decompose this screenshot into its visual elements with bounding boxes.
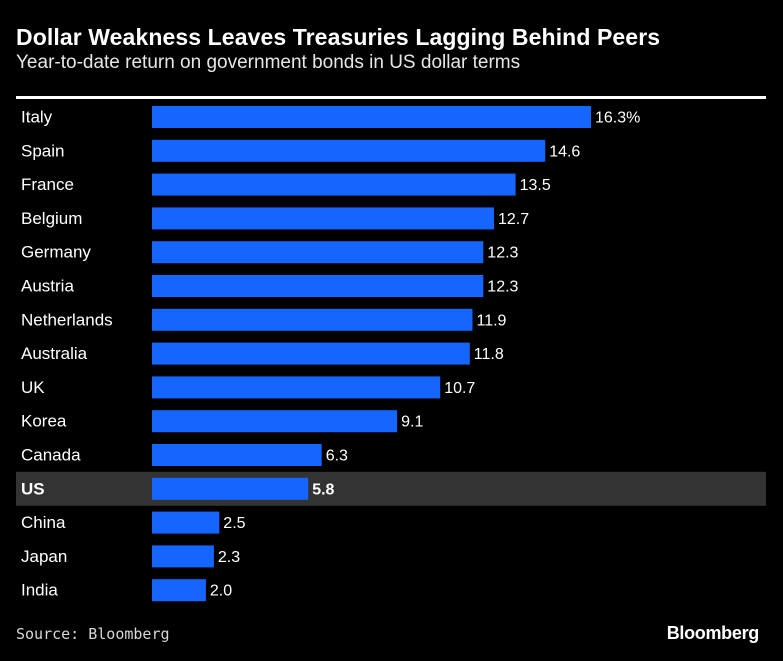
value-label-korea: 9.1: [401, 414, 423, 431]
bar-spain: [152, 139, 546, 162]
value-label-belgium: 12.7: [498, 211, 529, 228]
highlight-row-us: [16, 471, 766, 506]
category-label-netherlands: Netherlands: [21, 310, 113, 329]
bar-france: [152, 173, 516, 196]
category-label-france: France: [21, 175, 74, 194]
bar-belgium: [152, 207, 494, 230]
value-label-china: 2.5: [223, 515, 245, 532]
category-label-austria: Austria: [21, 277, 74, 296]
value-label-australia: 11.8: [474, 346, 504, 363]
chart-subtitle: Year-to-date return on government bonds …: [16, 52, 521, 73]
category-label-uk: UK: [21, 378, 45, 397]
category-label-us: US: [21, 479, 45, 498]
value-label-india: 2.0: [210, 583, 232, 600]
value-label-uk: 10.7: [444, 380, 475, 397]
category-label-australia: Australia: [21, 344, 88, 363]
bar-india: [152, 579, 206, 602]
chart-title: Dollar Weakness Leaves Treasuries Laggin…: [16, 24, 661, 50]
category-label-germany: Germany: [21, 243, 91, 262]
category-label-china: China: [21, 513, 66, 532]
value-label-japan: 2.3: [218, 549, 240, 566]
value-label-france: 13.5: [520, 177, 551, 194]
bar-canada: [152, 444, 322, 466]
category-label-canada: Canada: [21, 446, 81, 465]
bar-australia: [152, 342, 470, 365]
bar-japan: [152, 545, 214, 568]
category-label-belgium: Belgium: [21, 209, 82, 228]
category-label-italy: Italy: [21, 108, 53, 127]
bar-us: [152, 477, 309, 500]
value-label-germany: 12.3: [487, 245, 518, 262]
value-label-netherlands: 11.9: [477, 312, 507, 329]
category-label-spain: Spain: [21, 141, 64, 160]
bar-italy: [152, 106, 591, 128]
category-label-japan: Japan: [21, 547, 67, 566]
bloomberg-logo: Bloomberg: [666, 623, 760, 643]
bar-netherlands: [152, 308, 473, 331]
bar-germany: [152, 241, 484, 264]
value-label-italy: 16.3%: [595, 110, 640, 127]
value-label-us: 5.8: [312, 481, 334, 498]
source-note: Source: Bloomberg: [16, 625, 170, 643]
bar-austria: [152, 275, 484, 297]
value-label-canada: 6.3: [326, 448, 348, 465]
bar-china: [152, 511, 220, 534]
category-label-korea: Korea: [21, 412, 67, 431]
bar-uk: [152, 376, 441, 399]
category-label-india: India: [21, 581, 58, 600]
value-label-spain: 14.6: [549, 143, 580, 160]
title-divider: [16, 96, 766, 99]
value-label-austria: 12.3: [487, 279, 518, 296]
bar-korea: [152, 410, 398, 433]
